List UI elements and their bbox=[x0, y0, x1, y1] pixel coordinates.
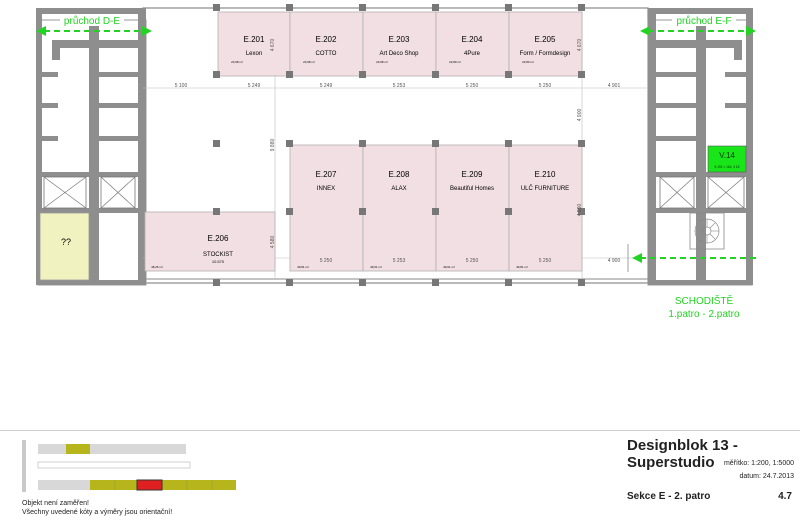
unit-e207[interactable]: E.207 INNEX 49,81 m² bbox=[297, 170, 337, 269]
stair-marker bbox=[627, 244, 756, 272]
unit-name: Lexon bbox=[246, 51, 262, 57]
unit-area: 49,61 m² bbox=[443, 265, 455, 269]
dim-label: 5 250 bbox=[539, 258, 552, 264]
unit-v14[interactable]: V.14 5,191 × 164, 4 18 bbox=[707, 145, 747, 173]
page-number: 4.7 bbox=[778, 491, 792, 502]
unit-area: 49,61 m² bbox=[370, 265, 382, 269]
units-bottom: E.206 STOCKIST 10.570 48,26 m² E.207 INN… bbox=[144, 144, 583, 272]
left-core bbox=[36, 8, 147, 286]
dim-label: 5 249 bbox=[320, 83, 333, 89]
dim-label: 5 249 bbox=[248, 83, 261, 89]
columns bbox=[213, 4, 585, 286]
dim-label: 5 250 bbox=[320, 258, 333, 264]
unit-area: 48,26 m² bbox=[151, 265, 163, 269]
unit-name: Art Deco Shop bbox=[379, 51, 419, 57]
unit-e209[interactable]: E.209 Beautiful Homes 49,61 m² bbox=[443, 170, 494, 269]
dim-label: 4 900 bbox=[608, 258, 621, 264]
dim-label-vertical: 4 900 bbox=[577, 109, 583, 122]
floor-plan: ?? V.1 bbox=[36, 4, 756, 286]
stair-caption-title: SCHODIŠTĚ bbox=[674, 296, 734, 307]
unit-e202[interactable]: E.202 COTTO 23,98 m² bbox=[303, 35, 337, 64]
unit-code: E.203 bbox=[389, 35, 410, 44]
unit-e210[interactable]: E.210 ULČ FURNITURE 49,81 m² bbox=[516, 170, 569, 269]
unit-code: E.206 bbox=[208, 234, 229, 243]
unit-e208[interactable]: E.208 ALAX 49,61 m² bbox=[370, 170, 410, 269]
unit-e203[interactable]: E.203 Art Deco Shop 23,98 m² bbox=[376, 35, 419, 64]
passage-label: průchod D-E bbox=[64, 15, 120, 27]
dim-label-vertical: 4 670 bbox=[577, 39, 583, 52]
document-title: Designblok 13 -Superstudio bbox=[627, 437, 738, 471]
unit-name: STOCKIST bbox=[203, 252, 233, 258]
unit-area: 49,81 m² bbox=[297, 265, 309, 269]
site-key-map bbox=[22, 440, 236, 492]
unit-area: 23,98 m² bbox=[231, 60, 243, 64]
unit-area: 23,80 m² bbox=[522, 60, 534, 64]
unit-e206[interactable]: E.206 STOCKIST 10.570 48,26 m² bbox=[151, 234, 233, 269]
unit-code: E.204 bbox=[462, 35, 483, 44]
dim-label: 5 250 bbox=[539, 83, 552, 89]
unit-code: E.207 bbox=[316, 170, 337, 179]
unit-area: 49,81 m² bbox=[516, 265, 528, 269]
unit-e201[interactable]: E.201 Lexon 23,98 m² bbox=[231, 35, 265, 64]
unit-area: 23,80 m² bbox=[449, 60, 461, 64]
right-core bbox=[647, 8, 753, 286]
note-indicative: Všechny uvedené kóty a výměry jsou orien… bbox=[22, 509, 173, 516]
dim-label: 5 250 bbox=[466, 258, 479, 264]
dim-label: 5 100 bbox=[175, 83, 188, 89]
dim-label-vertical: 4 990 bbox=[577, 204, 583, 217]
unit-code: E.210 bbox=[535, 170, 556, 179]
unit-v14-sub: 5,191 × 164, 4 18 bbox=[715, 165, 740, 169]
unit-code: E.209 bbox=[462, 170, 483, 179]
unit-e205[interactable]: E.205 Form / Formdesign 23,80 m² bbox=[520, 35, 571, 64]
units-top: E.201 Lexon 23,98 m² E.202 COTTO 23,98 m… bbox=[217, 11, 583, 77]
note-not-surveyed: Objekt není zaměřen! bbox=[22, 500, 89, 507]
dim-label-vertical: 4 670 bbox=[270, 39, 276, 52]
dim-label: 5 253 bbox=[393, 258, 406, 264]
unit-e204[interactable]: E.204 4Pure 23,80 m² bbox=[449, 35, 483, 64]
unit-unknown[interactable]: ?? bbox=[39, 212, 90, 281]
dim-label: 4 901 bbox=[608, 83, 621, 89]
stair-caption-floors: 1.patro - 2.patro bbox=[668, 309, 740, 320]
dimension-labels: 5 100 5 249 5 249 5 253 5 250 5 250 4 90… bbox=[175, 39, 621, 264]
unit-code: E.208 bbox=[389, 170, 410, 179]
dim-label-vertical: 4 580 bbox=[270, 236, 276, 249]
unit-dim: 10.570 bbox=[212, 259, 225, 264]
unit-name: ALAX bbox=[391, 186, 406, 192]
unit-unknown-label: ?? bbox=[61, 237, 71, 247]
passage-d-e: průchod D-E bbox=[36, 14, 152, 36]
unit-code: E.201 bbox=[244, 35, 265, 44]
unit-name: COTTO bbox=[316, 51, 337, 57]
unit-name: 4Pure bbox=[464, 51, 481, 57]
unit-area: 23,98 m² bbox=[376, 60, 388, 64]
section-title: Sekce E - 2. patro bbox=[627, 491, 711, 502]
dim-label-vertical: 9 880 bbox=[270, 139, 276, 152]
scale-info: měřítko: 1:200, 1:5000 bbox=[723, 460, 794, 467]
unit-name: ULČ FURNITURE bbox=[521, 185, 569, 192]
passage-e-f: průchod E-F bbox=[640, 14, 756, 36]
unit-area: 23,98 m² bbox=[303, 60, 315, 64]
passage-label: průchod E-F bbox=[676, 15, 731, 27]
unit-code: E.202 bbox=[316, 35, 337, 44]
unit-v14-code: V.14 bbox=[719, 151, 735, 160]
unit-name: Form / Formdesign bbox=[520, 51, 571, 57]
dim-label: 5 250 bbox=[466, 83, 479, 89]
date-info: datum: 24.7.2013 bbox=[739, 473, 795, 480]
footer-divider bbox=[0, 430, 800, 431]
unit-name: INNEX bbox=[317, 186, 335, 192]
unit-name: Beautiful Homes bbox=[450, 186, 494, 192]
unit-code: E.205 bbox=[535, 35, 556, 44]
dim-label: 5 253 bbox=[393, 83, 406, 89]
